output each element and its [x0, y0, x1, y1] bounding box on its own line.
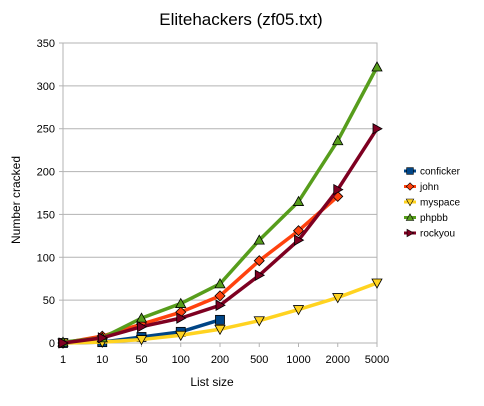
legend-swatch-marker	[406, 167, 414, 175]
x-tick-label: 2000	[326, 354, 350, 366]
data-point-rockyou	[58, 337, 69, 349]
data-point-rockyou	[333, 183, 344, 196]
data-point-conficker	[215, 314, 225, 325]
data-point-myspace	[371, 278, 383, 289]
y-tick-label: 100	[37, 252, 55, 264]
data-point-rockyou	[97, 332, 109, 344]
x-tick-label: 1	[60, 354, 66, 366]
data-point-rockyou	[215, 299, 226, 311]
legend-item-myspace: myspace	[404, 198, 460, 209]
legend-swatch-marker	[405, 213, 415, 221]
x-axis-title: List size	[190, 375, 234, 389]
y-axis-title: Number cracked	[9, 156, 23, 244]
y-tick-label: 150	[37, 209, 55, 221]
data-point-myspace	[292, 305, 305, 316]
legend-label: john	[419, 182, 439, 193]
legend-swatch-marker	[405, 198, 415, 207]
y-tick-label: 300	[37, 81, 55, 93]
x-tick-label: 10	[96, 354, 108, 366]
data-point-rockyou	[254, 269, 266, 281]
legend-label: rockyou	[420, 229, 455, 240]
data-point-myspace	[214, 324, 226, 336]
data-point-john	[253, 255, 265, 267]
data-point-phpbb	[135, 312, 148, 323]
y-tick-label: 50	[43, 295, 55, 307]
axes: 0 50 100 150 200 250 300 350 1 10 50 100 200 500 1000 2…	[37, 38, 390, 366]
data-point-rockyou	[372, 123, 383, 135]
data-point-phpbb	[332, 134, 344, 146]
data-point-phpbb	[214, 278, 226, 289]
data-point-myspace	[175, 330, 187, 342]
x-tick-label: 50	[135, 354, 147, 366]
series-lines	[57, 61, 383, 349]
x-tick-label: 100	[172, 354, 190, 366]
series-phpbb	[57, 61, 383, 347]
legend: conficker john myspace phpbb rockyou	[404, 167, 461, 240]
x-tick-label: 5000	[365, 354, 389, 366]
data-point-phpbb	[253, 234, 265, 245]
series-line-rockyou	[62, 127, 379, 345]
data-point-rockyou	[176, 312, 187, 324]
legend-swatch-marker	[405, 182, 415, 191]
data-point-john	[292, 225, 305, 237]
data-point-rockyou	[294, 234, 305, 246]
legend-swatch-marker	[406, 228, 415, 238]
y-tick-label: 350	[37, 38, 55, 50]
legend-label: myspace	[420, 198, 460, 209]
gridlines	[63, 42, 377, 344]
data-point-myspace	[253, 316, 265, 327]
series-line-john	[62, 195, 339, 345]
series-rockyou	[58, 123, 383, 349]
legend-item-rockyou: rockyou	[404, 229, 455, 240]
legend-item-conficker: conficker	[404, 167, 461, 178]
legend-item-john: john	[404, 182, 439, 193]
data-point-myspace	[135, 335, 148, 346]
x-tick-label: 200	[211, 354, 229, 366]
x-tick-label: 500	[250, 354, 268, 366]
data-point-phpbb	[292, 195, 305, 206]
legend-label: phpbb	[420, 213, 448, 224]
chart-title: Elitehackers (zf05.txt)	[159, 10, 322, 29]
x-tick-label: 1000	[286, 354, 310, 366]
y-tick-label: 250	[37, 124, 55, 136]
data-point-john	[214, 290, 226, 302]
data-point-myspace	[332, 293, 344, 304]
legend-item-phpbb: phpbb	[404, 213, 448, 224]
legend-label: conficker	[420, 167, 461, 178]
y-tick-label: 0	[49, 338, 55, 350]
data-point-phpbb	[175, 297, 187, 308]
y-tick-label: 200	[37, 167, 55, 179]
data-point-phpbb	[371, 61, 383, 72]
data-point-rockyou	[137, 321, 148, 333]
